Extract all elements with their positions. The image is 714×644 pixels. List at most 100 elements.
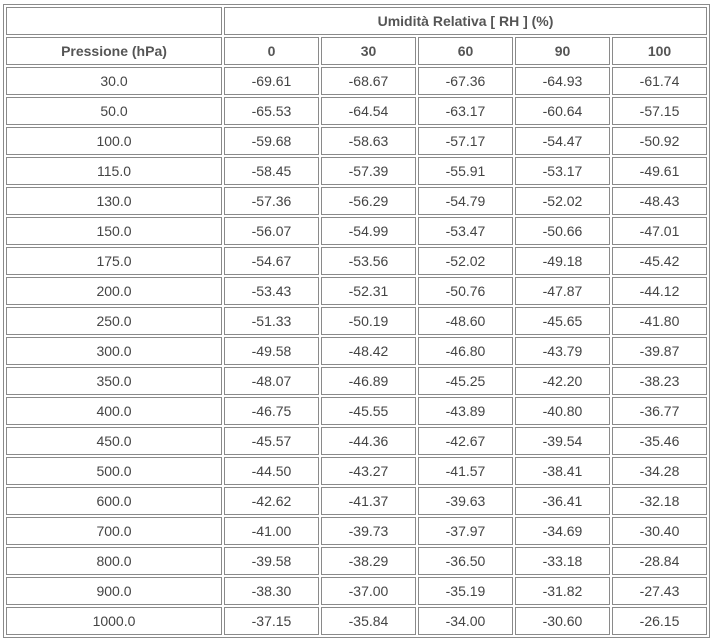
value-cell: -47.01 (612, 217, 708, 245)
value-cell: -44.12 (612, 277, 708, 305)
value-cell: -48.07 (224, 367, 319, 395)
value-cell: -37.00 (321, 577, 416, 605)
value-cell: -45.25 (418, 367, 513, 395)
value-cell: -64.54 (321, 97, 416, 125)
pressure-cell: 900.0 (6, 577, 222, 605)
value-cell: -26.15 (612, 607, 708, 635)
pressure-cell: 350.0 (6, 367, 222, 395)
value-cell: -42.67 (418, 427, 513, 455)
value-cell: -69.61 (224, 67, 319, 95)
value-cell: -53.56 (321, 247, 416, 275)
value-cell: -61.74 (612, 67, 708, 95)
table-row: 350.0 -48.07 -46.89 -45.25 -42.20 -38.23 (6, 367, 708, 395)
value-cell: -36.41 (515, 487, 610, 515)
table-row: 100.0 -59.68 -58.63 -57.17 -54.47 -50.92 (6, 127, 708, 155)
value-cell: -45.55 (321, 397, 416, 425)
value-cell: -60.64 (515, 97, 610, 125)
value-cell: -52.31 (321, 277, 416, 305)
value-cell: -58.45 (224, 157, 319, 185)
pressure-cell: 500.0 (6, 457, 222, 485)
value-cell: -65.53 (224, 97, 319, 125)
value-cell: -42.62 (224, 487, 319, 515)
value-cell: -49.61 (612, 157, 708, 185)
value-cell: -44.50 (224, 457, 319, 485)
value-cell: -35.19 (418, 577, 513, 605)
value-cell: -68.67 (321, 67, 416, 95)
pressure-cell: 400.0 (6, 397, 222, 425)
row-header-label: Pressione (hPa) (6, 37, 222, 65)
table-row: 800.0 -39.58 -38.29 -36.50 -33.18 -28.84 (6, 547, 708, 575)
value-cell: -50.92 (612, 127, 708, 155)
table-row: 400.0 -46.75 -45.55 -43.89 -40.80 -36.77 (6, 397, 708, 425)
group-header: Umidità Relativa [ RH ] (%) (224, 7, 708, 35)
value-cell: -39.58 (224, 547, 319, 575)
table-row: 130.0 -57.36 -56.29 -54.79 -52.02 -48.43 (6, 187, 708, 215)
value-cell: -59.68 (224, 127, 319, 155)
value-cell: -38.30 (224, 577, 319, 605)
column-header: 90 (515, 37, 610, 65)
value-cell: -36.50 (418, 547, 513, 575)
value-cell: -53.47 (418, 217, 513, 245)
value-cell: -31.82 (515, 577, 610, 605)
table-row: 175.0 -54.67 -53.56 -52.02 -49.18 -45.42 (6, 247, 708, 275)
value-cell: -52.02 (515, 187, 610, 215)
value-cell: -50.76 (418, 277, 513, 305)
table-row: 300.0 -49.58 -48.42 -46.80 -43.79 -39.87 (6, 337, 708, 365)
table-wrapper: Umidità Relativa [ RH ] (%) Pressione (h… (3, 4, 711, 638)
value-cell: -43.27 (321, 457, 416, 485)
pressure-cell: 600.0 (6, 487, 222, 515)
pressure-cell: 200.0 (6, 277, 222, 305)
value-cell: -49.58 (224, 337, 319, 365)
value-cell: -58.63 (321, 127, 416, 155)
pressure-cell: 1000.0 (6, 607, 222, 635)
value-cell: -54.99 (321, 217, 416, 245)
table-row: 500.0 -44.50 -43.27 -41.57 -38.41 -34.28 (6, 457, 708, 485)
table-row: 115.0 -58.45 -57.39 -55.91 -53.17 -49.61 (6, 157, 708, 185)
value-cell: -56.29 (321, 187, 416, 215)
table-row: 200.0 -53.43 -52.31 -50.76 -47.87 -44.12 (6, 277, 708, 305)
pressure-cell: 450.0 (6, 427, 222, 455)
value-cell: -49.18 (515, 247, 610, 275)
value-cell: -28.84 (612, 547, 708, 575)
value-cell: -51.33 (224, 307, 319, 335)
pressure-cell: 115.0 (6, 157, 222, 185)
value-cell: -41.37 (321, 487, 416, 515)
value-cell: -30.40 (612, 517, 708, 545)
table-row: 150.0 -56.07 -54.99 -53.47 -50.66 -47.01 (6, 217, 708, 245)
value-cell: -34.00 (418, 607, 513, 635)
value-cell: -45.57 (224, 427, 319, 455)
value-cell: -43.89 (418, 397, 513, 425)
value-cell: -56.07 (224, 217, 319, 245)
value-cell: -48.43 (612, 187, 708, 215)
value-cell: -39.87 (612, 337, 708, 365)
value-cell: -48.42 (321, 337, 416, 365)
value-cell: -45.65 (515, 307, 610, 335)
column-header: 30 (321, 37, 416, 65)
pressure-cell: 50.0 (6, 97, 222, 125)
pressure-cell: 800.0 (6, 547, 222, 575)
value-cell: -53.43 (224, 277, 319, 305)
value-cell: -54.67 (224, 247, 319, 275)
value-cell: -46.89 (321, 367, 416, 395)
value-cell: -43.79 (515, 337, 610, 365)
table-row: 900.0 -38.30 -37.00 -35.19 -31.82 -27.43 (6, 577, 708, 605)
column-header: 60 (418, 37, 513, 65)
pressure-cell: 300.0 (6, 337, 222, 365)
value-cell: -55.91 (418, 157, 513, 185)
data-table: Umidità Relativa [ RH ] (%) Pressione (h… (3, 4, 711, 638)
table-row: 700.0 -41.00 -39.73 -37.97 -34.69 -30.40 (6, 517, 708, 545)
value-cell: -30.60 (515, 607, 610, 635)
table-row: 250.0 -51.33 -50.19 -48.60 -45.65 -41.80 (6, 307, 708, 335)
value-cell: -38.41 (515, 457, 610, 485)
value-cell: -67.36 (418, 67, 513, 95)
table-row: 50.0 -65.53 -64.54 -63.17 -60.64 -57.15 (6, 97, 708, 125)
value-cell: -41.57 (418, 457, 513, 485)
value-cell: -34.28 (612, 457, 708, 485)
table-row: 1000.0 -37.15 -35.84 -34.00 -30.60 -26.15 (6, 607, 708, 635)
value-cell: -40.80 (515, 397, 610, 425)
value-cell: -44.36 (321, 427, 416, 455)
value-cell: -38.29 (321, 547, 416, 575)
table-row: 450.0 -45.57 -44.36 -42.67 -39.54 -35.46 (6, 427, 708, 455)
group-header-row: Umidità Relativa [ RH ] (%) (6, 7, 708, 35)
